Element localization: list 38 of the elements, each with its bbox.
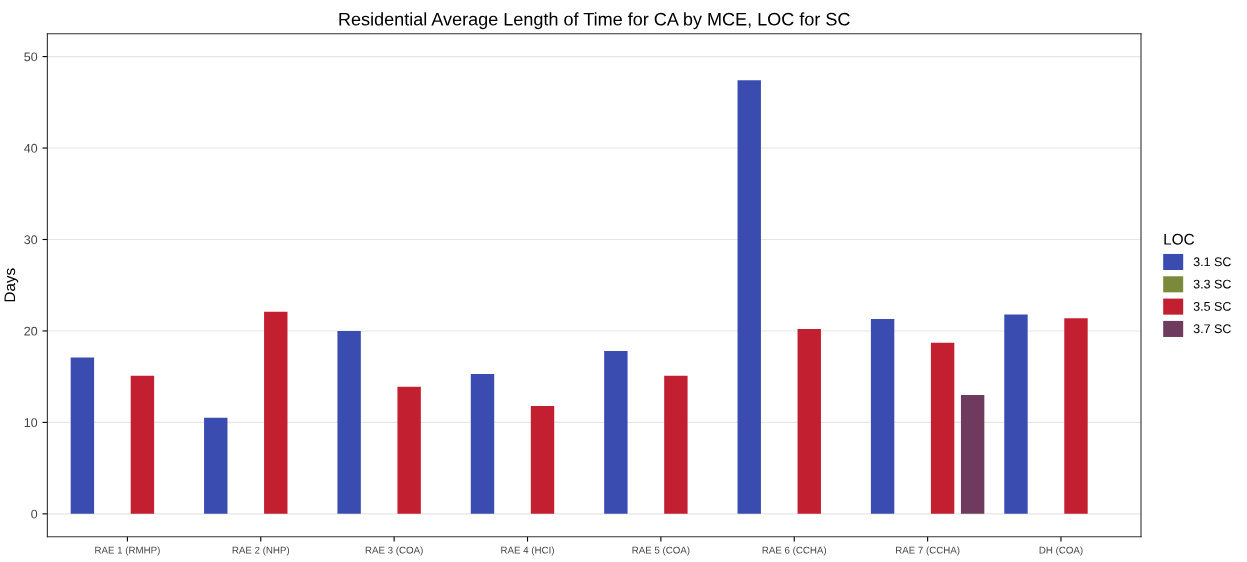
bar (870, 319, 895, 514)
x-tick-label: RAE 6 (CCHA) (762, 546, 827, 556)
bar (1064, 318, 1088, 514)
legend-label: 3.5 SC (1193, 301, 1231, 311)
x-tick-label: RAE 1 (RMHP) (95, 546, 160, 556)
bar (130, 375, 155, 514)
bar (264, 311, 288, 514)
bar (737, 80, 761, 514)
chart-title: Residential Average Length of Time for CA by MCE, LOC for SC (339, 12, 850, 30)
y-tick-label: 0 (31, 509, 38, 519)
bar (664, 375, 688, 514)
bar (960, 394, 985, 514)
x-tick-label: DH (COA) (1039, 546, 1083, 556)
y-tick-label: 30 (24, 235, 38, 245)
bar (337, 330, 361, 514)
bar (470, 373, 495, 514)
y-tick-label: 10 (24, 418, 38, 428)
bar (70, 357, 95, 514)
x-tick-label: RAE 7 (CCHA) (896, 546, 960, 556)
bar (530, 405, 555, 514)
bar (1004, 314, 1028, 514)
y-axis-title: Days (4, 268, 19, 302)
bar (930, 342, 955, 514)
bar (797, 329, 821, 514)
bar (204, 417, 228, 514)
bar (604, 351, 628, 514)
y-tick-label: 40 (24, 143, 38, 153)
legend-label: 3.7 SC (1193, 324, 1231, 334)
x-tick-label: RAE 2 (NHP) (232, 546, 290, 556)
x-tick-label: RAE 5 (COA) (632, 546, 690, 556)
legend-title: LOC (1164, 233, 1195, 245)
y-tick-label: 50 (24, 52, 38, 62)
y-tick-label: 20 (24, 326, 38, 336)
legend-label: 3.3 SC (1193, 279, 1231, 289)
x-tick-label: RAE 4 (HCI) (501, 546, 554, 556)
x-tick-label: RAE 3 (COA) (365, 546, 423, 556)
bar (397, 386, 421, 514)
legend-label: 3.1 SC (1193, 257, 1231, 267)
